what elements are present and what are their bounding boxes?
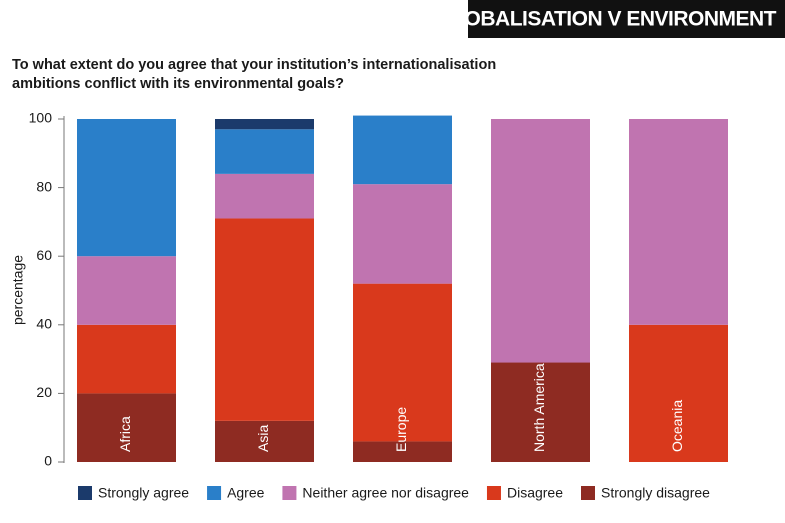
bar-segment	[353, 115, 452, 185]
y-tick-label: 0	[44, 453, 52, 469]
legend-label: Strongly agree	[98, 485, 189, 501]
legend-label: Neither agree nor disagree	[302, 485, 469, 501]
legend-label: Agree	[227, 485, 265, 501]
bar-segment	[215, 218, 314, 421]
bar-segment	[215, 173, 314, 219]
category-label: Oceania	[669, 400, 685, 452]
bar-segment	[491, 119, 590, 363]
y-tick-label: 80	[36, 178, 52, 194]
category-label: North America	[531, 363, 547, 452]
category-label: Europe	[393, 407, 409, 452]
bar-segment	[353, 283, 452, 442]
y-tick-label: 20	[36, 384, 52, 400]
bar-segment	[215, 420, 314, 462]
y-axis-label: percentage	[10, 255, 26, 325]
legend-swatch	[282, 486, 297, 500]
banner-background	[468, 0, 785, 38]
category-label: Asia	[255, 425, 271, 452]
category-label: Africa	[117, 416, 133, 452]
bar-segment	[491, 362, 590, 462]
legend-label: Disagree	[507, 485, 563, 501]
y-tick-label: 60	[36, 247, 52, 263]
legend-swatch	[486, 486, 501, 500]
bar-segment	[77, 393, 176, 462]
banner: GLOBALISATION V ENVIRONMENT	[436, 8, 776, 31]
bar-segment	[77, 256, 176, 325]
bar-segment	[629, 324, 728, 462]
bar-segment	[215, 119, 314, 130]
title-box: To what extent do you agree that your in…	[12, 57, 497, 92]
chart-title: To what extent do you agree that your in…	[12, 57, 497, 92]
bar-segment	[629, 119, 728, 325]
bar-segment	[77, 324, 176, 394]
bar-segment	[215, 129, 314, 174]
bar-segment	[77, 119, 176, 257]
legend-swatch	[581, 486, 595, 500]
legend-swatch	[207, 486, 222, 500]
bar-segment	[353, 184, 452, 284]
y-tick-label: 100	[29, 110, 53, 126]
bar-segment	[353, 441, 452, 462]
legend-label: Strongly disagree	[601, 485, 710, 501]
y-tick-label: 40	[36, 316, 52, 332]
legend-swatch	[78, 486, 92, 500]
